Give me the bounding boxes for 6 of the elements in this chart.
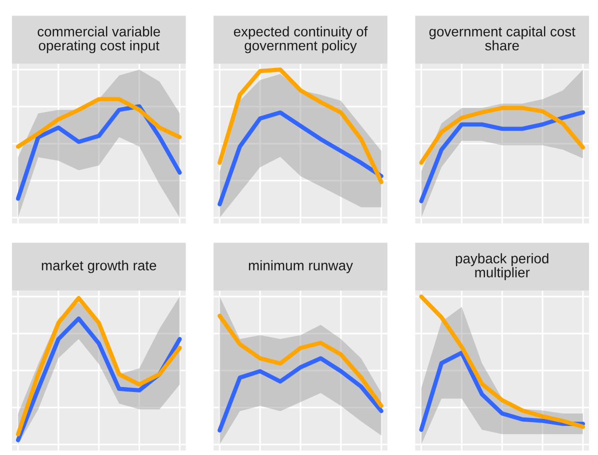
- chart-title: expected continuity of government policy: [234, 26, 368, 54]
- chart-title: minimum runway: [248, 260, 353, 274]
- chart-title: payback period multiplier: [456, 253, 548, 280]
- chart-title: commercial variable operating cost input: [38, 26, 160, 54]
- chart-title: market growth rate: [42, 260, 156, 274]
- chart-title: government capital cost share: [429, 26, 576, 50]
